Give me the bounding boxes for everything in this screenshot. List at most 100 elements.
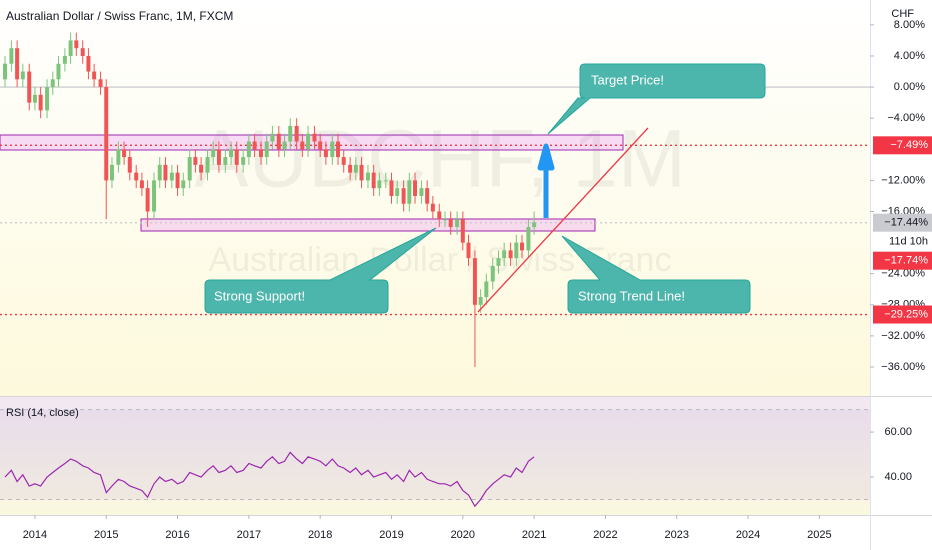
candle-body [425, 188, 430, 204]
callout [204, 227, 437, 314]
candle-body [252, 141, 257, 150]
candle-body [86, 55, 91, 72]
candle-body [407, 180, 412, 204]
y-tick-label: 0.00% [894, 81, 925, 93]
callout-text: Strong Trend Line! [578, 288, 685, 303]
candle-body [45, 87, 50, 111]
candle-body [74, 40, 79, 49]
candle-body [502, 250, 507, 259]
y-tick-label: 60.00 [884, 426, 912, 438]
candle-body [270, 133, 275, 142]
candle-body [496, 258, 501, 266]
x-tick-label: 2018 [308, 529, 332, 541]
candle-body [181, 180, 186, 189]
price-tag-label: −17.74% [884, 255, 928, 267]
x-tick-label: 2021 [522, 529, 546, 541]
candle-body [109, 164, 114, 181]
candle-body [152, 180, 157, 212]
candle-body [216, 149, 221, 165]
x-tick-label: 2025 [807, 529, 831, 541]
chart-title: Australian Dollar / Swiss Franc, 1M, FXC… [6, 9, 233, 23]
candle-body [389, 180, 394, 196]
candle-body [377, 180, 382, 189]
candle-body [98, 79, 103, 88]
candle-body [134, 172, 139, 181]
candle-body [246, 141, 251, 158]
candle-body [56, 63, 61, 80]
candle-body [413, 180, 418, 196]
candle-body [312, 133, 317, 142]
candle-body [520, 242, 524, 251]
candle-body [442, 219, 447, 221]
price-tag [873, 251, 932, 270]
callout-text: Target Price! [591, 72, 664, 87]
countdown-bg [873, 232, 932, 251]
candle-body [157, 164, 162, 181]
y-tick-label: 4.00% [894, 50, 925, 62]
candle-body [234, 149, 239, 165]
candle-body [259, 149, 263, 158]
candle-body [2, 63, 7, 80]
y-tick-label: −12.00% [881, 174, 925, 186]
callout [561, 235, 751, 314]
candle-body [193, 157, 198, 165]
candle-body [490, 265, 495, 282]
candle-body [27, 71, 32, 103]
candle-body [163, 164, 168, 181]
candle-body [466, 242, 471, 259]
candle-body [430, 203, 435, 212]
price-tag-label: −29.25% [884, 308, 928, 320]
candle-body [448, 219, 453, 228]
x-tick-label: 2016 [165, 529, 189, 541]
candle-body [478, 297, 483, 305]
candle-body [330, 141, 335, 158]
callout [547, 63, 766, 135]
candle-body [437, 211, 442, 220]
x-tick-label: 2015 [94, 529, 118, 541]
candle-body [20, 71, 25, 80]
candle-body [38, 94, 43, 111]
candle-body [318, 141, 323, 150]
candle-body [92, 71, 97, 80]
price-tag-label: −7.49% [890, 139, 928, 151]
candle-body [199, 164, 204, 173]
candle-body [508, 250, 513, 259]
candle-body [223, 157, 228, 165]
rsi-pane [0, 397, 870, 515]
candle-body [353, 164, 358, 173]
candle-body [365, 172, 370, 181]
candle-body [484, 281, 489, 298]
price-tag-label: −17.44% [884, 217, 928, 229]
currency-label: CHF [891, 8, 914, 20]
up-arrow [537, 143, 555, 218]
candle-body [294, 125, 299, 142]
candle-body [383, 180, 388, 182]
candle-body [419, 188, 424, 196]
candle-body [104, 87, 109, 181]
candle-body [276, 133, 281, 150]
candle-body [32, 94, 37, 103]
candle-body [116, 149, 121, 165]
candle-body [15, 48, 20, 80]
y-tick-label: −24.00% [881, 268, 925, 280]
price-tag [873, 136, 932, 155]
x-tick-label: 2023 [665, 529, 689, 541]
candle-body [241, 157, 246, 165]
candle-body [175, 172, 180, 189]
candle-body [205, 157, 210, 173]
countdown-label: 11d 10h [889, 236, 928, 248]
price-tag [873, 213, 932, 232]
candle-body [371, 172, 376, 189]
candle-body [401, 188, 406, 204]
y-tick-label: −32.00% [881, 330, 925, 342]
candle-body [306, 133, 311, 150]
y-tick-label: 40.00 [884, 471, 912, 483]
candle-body [50, 79, 55, 88]
x-tick-label: 2024 [736, 529, 760, 541]
candle-body [532, 222, 537, 228]
candle-body [288, 125, 293, 142]
x-tick-label: 2020 [451, 529, 475, 541]
resistance-zone [0, 134, 624, 151]
candle-body [395, 188, 400, 196]
x-tick-label: 2014 [23, 529, 47, 541]
